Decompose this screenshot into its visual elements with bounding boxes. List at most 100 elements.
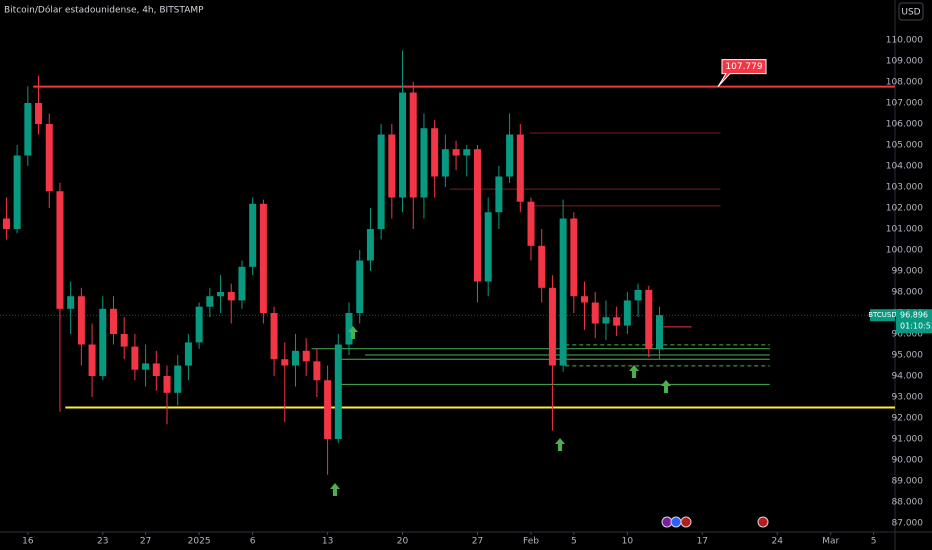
candle-body [409,92,417,198]
y-tick-label: 100.000 [886,246,923,256]
y-tick-label: 87.000 [892,519,924,529]
candle-body [152,363,160,377]
y-tick-label: 89.000 [892,477,924,487]
x-tick-label: 6 [250,537,256,547]
candle-body [35,103,43,125]
candle-body [345,313,353,345]
signal-arrows [330,326,671,496]
candle-body [259,203,267,314]
y-tick-label: 94.000 [892,372,924,382]
arrow-up [330,483,340,496]
candle-body [634,289,642,301]
x-tick-label: 5 [571,537,577,547]
candle-body [109,308,117,335]
x-tick-label: 13 [322,537,333,547]
x-tick-label: 24 [772,537,784,547]
candle-body [452,149,460,156]
event-icon[interactable] [757,516,769,528]
candle-body [645,289,653,349]
candle-body [99,308,107,377]
x-tick-label: 27 [140,537,151,547]
candle-body [238,266,246,301]
arrow-up [661,380,671,393]
arrow-up [629,365,639,378]
currency-label[interactable]: USD [901,8,920,18]
event-icon[interactable] [670,516,682,528]
event-icon[interactable] [680,516,692,528]
candle-body [591,302,599,324]
candle-body [484,212,492,282]
candle-body [463,149,471,156]
candle-body [291,350,299,366]
candle-body [206,296,214,307]
x-tick-label: 2025 [188,537,211,547]
event-icons [661,516,769,528]
candle-body [281,359,289,366]
currency-button[interactable] [898,2,924,21]
candle-body [623,300,631,326]
y-tick-label: 107.000 [886,99,923,109]
candle-body [441,149,449,177]
arrow-up [555,438,565,451]
x-tick-label: 20 [397,537,409,547]
candle-body [602,317,610,324]
symbol-label: BTCUSD [868,311,897,319]
candle-body [67,296,75,309]
level-label: 107.779 [725,62,762,72]
y-tick-label: 108.000 [886,78,923,88]
y-tick-label: 92.000 [892,414,924,424]
y-tick-label: 91.000 [892,435,924,445]
y-tick-label: 90.000 [892,456,924,466]
candle-body [227,292,235,301]
candle-body [131,346,139,370]
candle-body [45,124,53,192]
y-tick-label: 106.000 [886,120,923,130]
symbol-tag [870,309,895,322]
candle-body [516,134,524,202]
y-tick-label: 95.000 [892,351,924,361]
candle-body [548,287,556,366]
candle-body [120,334,128,347]
candle-body [570,218,578,297]
y-tick-label: 96.000 [892,330,924,340]
candle-body [249,203,257,267]
candle-body [495,176,503,213]
candle-body [655,315,663,349]
y-tick-label: 110.000 [886,36,923,46]
candle-body [324,380,332,440]
level-callout [717,59,767,87]
x-tick-label: 10 [622,537,634,547]
candle-body [527,201,535,246]
y-tick-label: 102.000 [886,204,923,214]
x-tick-label: 16 [22,537,34,547]
x-tick-label: Feb [523,537,539,547]
candle-body [2,218,10,230]
y-tick-label: 88.000 [892,498,924,508]
x-tick-label: 23 [97,537,108,547]
y-tick-label: 103.000 [886,183,923,193]
y-tick-label: 104.000 [886,162,923,172]
y-tick-label: 105.000 [886,141,923,151]
candle-body [431,128,439,177]
candle-body [174,365,182,393]
candle-body [581,296,589,303]
plot-area [0,50,895,475]
candle-body [88,344,96,377]
y-tick-label: 101.000 [886,225,923,235]
y-tick-label: 98.000 [892,288,924,298]
candle-body [366,229,374,261]
countdown-label: 01:10:53 [900,322,932,331]
candle-body [217,292,225,297]
candle-body [559,218,567,366]
candle-body [356,260,364,314]
x-tick-label: Mar [822,537,839,547]
candle-body [473,149,481,282]
x-tick-label: 17 [697,537,708,547]
y-tick-label: 99.000 [892,267,924,277]
candle-body [24,103,32,156]
candle-body [313,361,321,381]
x-tick-label: 27 [472,537,483,547]
